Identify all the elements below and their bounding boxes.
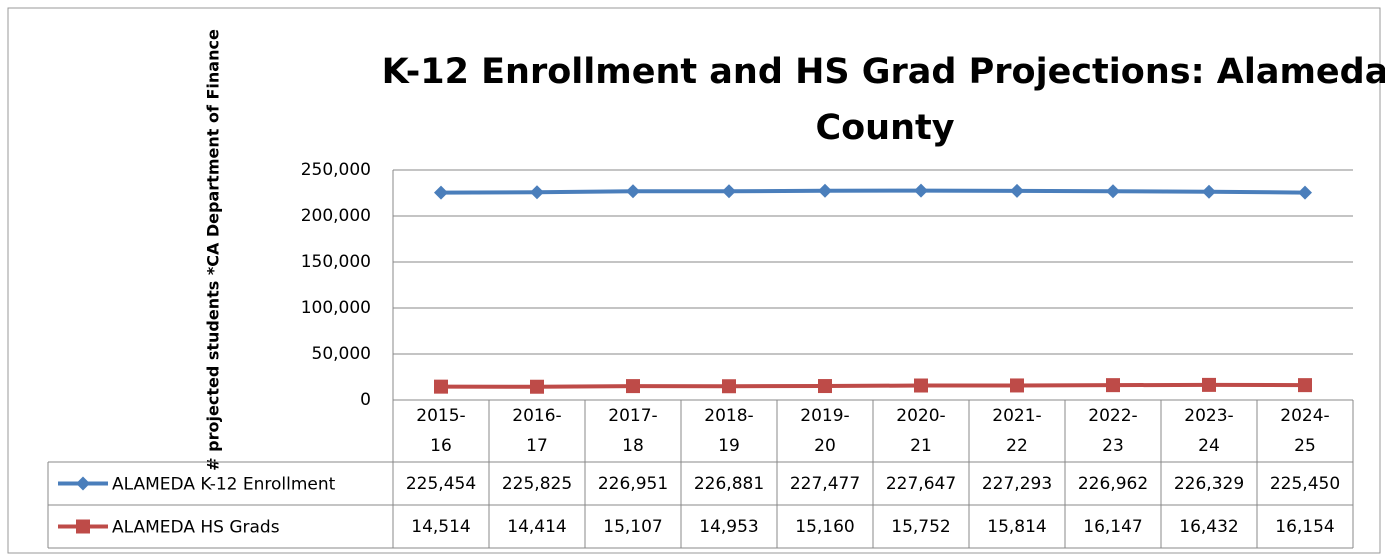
x-tick-label: 2021-22 — [992, 406, 1042, 456]
marker — [434, 379, 448, 394]
data-label: 226,881 — [693, 473, 765, 494]
data-label: 16,147 — [1083, 516, 1143, 537]
data-label: 225,454 — [405, 473, 477, 494]
marker — [76, 519, 90, 534]
y-tick-label: 100,000 — [301, 298, 371, 318]
marker — [1202, 184, 1216, 199]
marker — [1010, 183, 1024, 198]
data-label: 226,962 — [1077, 473, 1149, 494]
data-label: 226,329 — [1173, 473, 1245, 494]
data-label: 15,814 — [987, 516, 1047, 537]
data-label: 16,154 — [1275, 516, 1335, 537]
marker — [1298, 185, 1312, 200]
data-label: 14,514 — [411, 516, 471, 537]
x-tick-label: 2023-24 — [1184, 406, 1234, 456]
chart-border — [7, 7, 1381, 554]
series-line — [440, 382, 1306, 389]
marker — [818, 379, 832, 394]
chart-title: K-12 Enrollment and HS Grad Projections:… — [381, 52, 1385, 148]
marker — [1202, 377, 1216, 392]
y-tick-label: 50,000 — [312, 344, 371, 364]
marker — [914, 378, 928, 393]
marker — [914, 183, 928, 198]
data-label: 225,825 — [501, 473, 573, 494]
legend-label: ALAMEDA K-12 Enrollment — [112, 475, 336, 495]
y-tick-label: 0 — [360, 390, 371, 410]
marker — [530, 185, 544, 200]
y-tick-label: 200,000 — [301, 206, 371, 226]
marker — [626, 379, 640, 394]
data-label: 14,414 — [507, 516, 567, 537]
data-label: 225,450 — [1269, 473, 1341, 494]
data-label: 14,953 — [699, 516, 759, 537]
marker — [434, 185, 448, 200]
marker — [818, 183, 832, 198]
x-tick-label: 2020-21 — [896, 406, 946, 456]
y-axis-label: # projected students *CA Department of F… — [204, 29, 223, 471]
marker — [722, 184, 736, 199]
data-label: 15,160 — [795, 516, 855, 537]
data-label: 227,647 — [885, 473, 957, 494]
y-tick-label: 250,000 — [301, 160, 371, 180]
y-tick-label: 150,000 — [301, 252, 371, 272]
data-label: 15,107 — [603, 516, 663, 537]
marker — [1010, 378, 1024, 393]
x-tick-label: 2022-23 — [1088, 406, 1138, 456]
x-tick-label: 2016-17 — [512, 406, 562, 456]
data-label: 227,293 — [981, 473, 1053, 494]
legend-label: ALAMEDA HS Grads — [112, 518, 280, 538]
marker — [530, 379, 544, 394]
data-label: 16,432 — [1179, 516, 1239, 537]
data-label: 227,477 — [789, 473, 861, 494]
x-tick-label: 2015-16 — [416, 406, 466, 456]
x-tick-label: 2018-19 — [704, 406, 754, 456]
x-tick-label: 2024-25 — [1280, 406, 1330, 456]
marker — [1106, 378, 1120, 393]
marker — [1106, 184, 1120, 199]
marker — [626, 184, 640, 199]
marker — [76, 476, 90, 491]
series-line — [440, 188, 1306, 195]
x-tick-label: 2019-20 — [800, 406, 850, 456]
marker — [722, 379, 736, 394]
data-label: 15,752 — [891, 516, 951, 537]
marker — [1298, 378, 1312, 393]
x-tick-label: 2017-18 — [608, 406, 658, 456]
data-label: 226,951 — [597, 473, 669, 494]
